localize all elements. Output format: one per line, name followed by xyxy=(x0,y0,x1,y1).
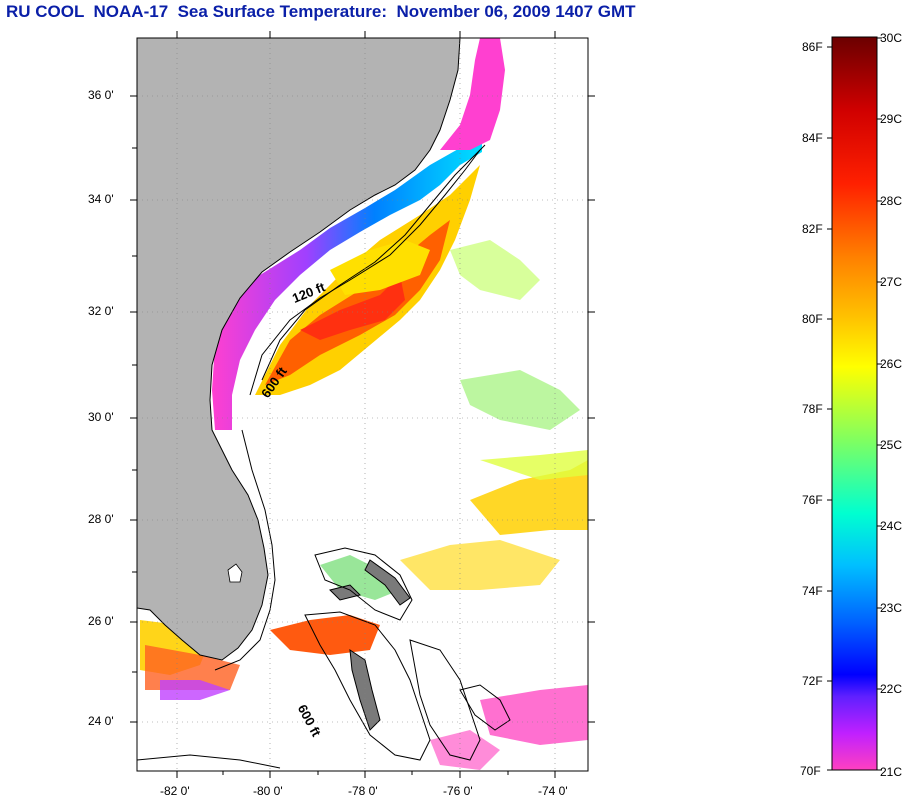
lat-label: 24 0' xyxy=(88,714,114,728)
map-frame xyxy=(136,37,589,772)
colorbar-c-label: 26C xyxy=(880,357,903,371)
lat-label: 32 0' xyxy=(88,304,114,318)
lon-label: -74 0' xyxy=(538,784,568,798)
lat-label: 36 0' xyxy=(88,88,114,102)
colorbar-c-label: 27C xyxy=(880,275,903,289)
colorbar-c-label: 28C xyxy=(880,194,903,208)
colorbar-c-label: 25C xyxy=(880,438,903,452)
page-title: RU COOL NOAA-17 Sea Surface Temperature:… xyxy=(6,2,636,21)
colorbar-ticks xyxy=(827,37,882,771)
colorbar-c-label: 30C xyxy=(880,31,903,45)
colorbar-f-label: 86F xyxy=(802,40,823,54)
sst-sounds xyxy=(440,38,505,150)
lon-label: -76 0' xyxy=(443,784,473,798)
lat-label: 26 0' xyxy=(88,614,114,628)
colorbar-c-label: 29C xyxy=(880,112,903,126)
map-ticks xyxy=(130,31,595,778)
lon-label: -80 0' xyxy=(253,784,283,798)
sst-coastal-band xyxy=(212,140,482,430)
colorbar-c-label: 23C xyxy=(880,601,903,615)
colorbar-c-label: 21C xyxy=(880,765,903,779)
colorbar-f-label: 70F xyxy=(800,764,821,778)
colorbar-f-label: 84F xyxy=(802,131,823,145)
colorbar-c-label: 22C xyxy=(880,682,903,696)
lat-label: 34 0' xyxy=(88,192,114,206)
colorbar-f-label: 74F xyxy=(802,584,823,598)
colorbar-gradient xyxy=(831,36,878,771)
lake-okeechobee xyxy=(227,563,243,583)
lon-label: -78 0' xyxy=(348,784,378,798)
sst-gulfstream xyxy=(140,165,588,770)
colorbar-c-label: 24C xyxy=(880,519,903,533)
colorbar-f-label: 78F xyxy=(802,402,823,416)
lon-label: -82 0' xyxy=(160,784,190,798)
lat-label: 30 0' xyxy=(88,410,114,424)
bathymetry-contours xyxy=(137,144,511,769)
colorbar-f-label: 76F xyxy=(802,493,823,507)
colorbar-f-label: 82F xyxy=(802,222,823,236)
bahamas-islands xyxy=(329,559,411,731)
colorbar-f-label: 72F xyxy=(802,674,823,688)
map-grid xyxy=(137,38,588,771)
colorbar-f-label: 80F xyxy=(802,312,823,326)
lat-label: 28 0' xyxy=(88,512,114,526)
land-mass xyxy=(137,38,461,661)
